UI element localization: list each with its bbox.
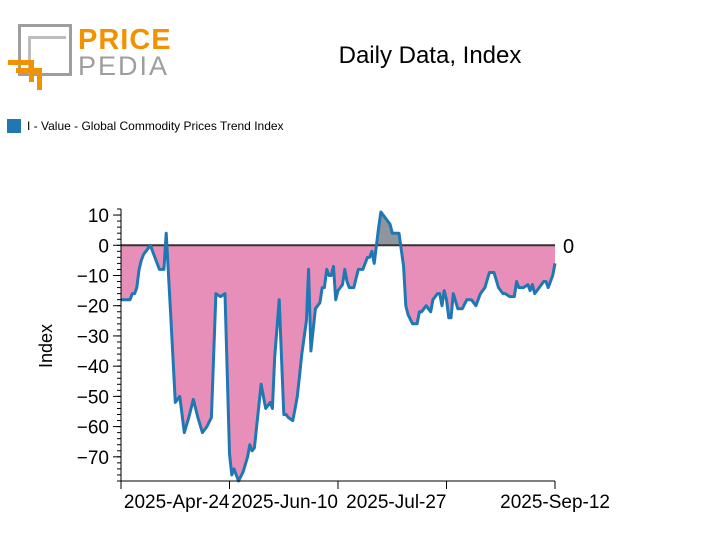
- y-tick-label: −50: [77, 387, 109, 408]
- y-tick-label: −10: [77, 266, 109, 287]
- series-line[interactable]: [121, 210, 557, 483]
- chart-legend[interactable]: I - Value - Global Commodity Prices Tren…: [7, 119, 284, 133]
- y-tick-label: 0: [98, 236, 109, 257]
- y-axis-label: Index: [36, 324, 56, 368]
- negative-area-fill: [166, 245, 377, 481]
- x-tick-label: 2025-Jul-27: [346, 492, 446, 513]
- y-axis: 10 0 −10 −20 −30 −40 −50 −60 −70: [77, 206, 122, 482]
- positive-area-fill: [376, 212, 401, 246]
- x-axis: 2025-Apr-24 2025-Jun-10 2025-Jul-27 2025-Se…: [120, 480, 610, 513]
- logo-frame-inner-shape: [28, 36, 66, 74]
- area-fills: [121, 212, 555, 481]
- y-tick-label: 10: [88, 206, 109, 227]
- y-tick-label: −30: [77, 327, 109, 348]
- pricepedia-logo: PRICE PEDIA: [8, 22, 171, 92]
- x-tick-label: 2025-Sep-12: [500, 492, 610, 513]
- legend-label: I - Value - Global Commodity Prices Tren…: [27, 119, 284, 133]
- negative-area-fill: [400, 245, 555, 324]
- y-tick-label: −20: [77, 297, 109, 318]
- zero-value-label: 0: [563, 236, 574, 258]
- x-tick-label: 2025-Apr-24: [124, 492, 230, 513]
- y-tick-label: −40: [77, 357, 109, 378]
- chart-title: Daily Data, Index: [338, 42, 522, 69]
- logo-text-pedia: PEDIA: [78, 51, 170, 81]
- logo-arrow-shape-2: [16, 68, 42, 90]
- negative-area-fill: [121, 245, 151, 300]
- logo-frame-shape: [18, 24, 72, 76]
- y-tick-label: −60: [77, 418, 109, 439]
- x-tick-label: 2025-Jun-10: [231, 492, 338, 513]
- legend-swatch: [7, 119, 21, 133]
- logo-text-price: PRICE: [78, 24, 172, 56]
- y-tick-label: −70: [77, 448, 109, 469]
